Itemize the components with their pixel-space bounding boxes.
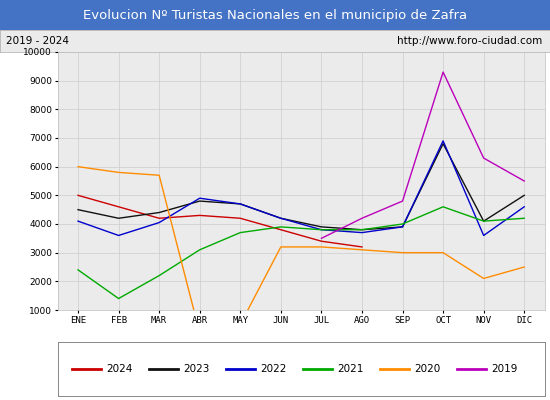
Text: 2024: 2024 xyxy=(106,364,133,374)
Text: 2021: 2021 xyxy=(337,364,364,374)
Text: 2022: 2022 xyxy=(260,364,287,374)
Text: 2020: 2020 xyxy=(414,364,441,374)
Text: 2019 - 2024: 2019 - 2024 xyxy=(6,36,69,46)
Text: 2023: 2023 xyxy=(183,364,210,374)
Text: 2019: 2019 xyxy=(491,364,518,374)
Text: Evolucion Nº Turistas Nacionales en el municipio de Zafra: Evolucion Nº Turistas Nacionales en el m… xyxy=(83,8,467,22)
Text: http://www.foro-ciudad.com: http://www.foro-ciudad.com xyxy=(397,36,542,46)
